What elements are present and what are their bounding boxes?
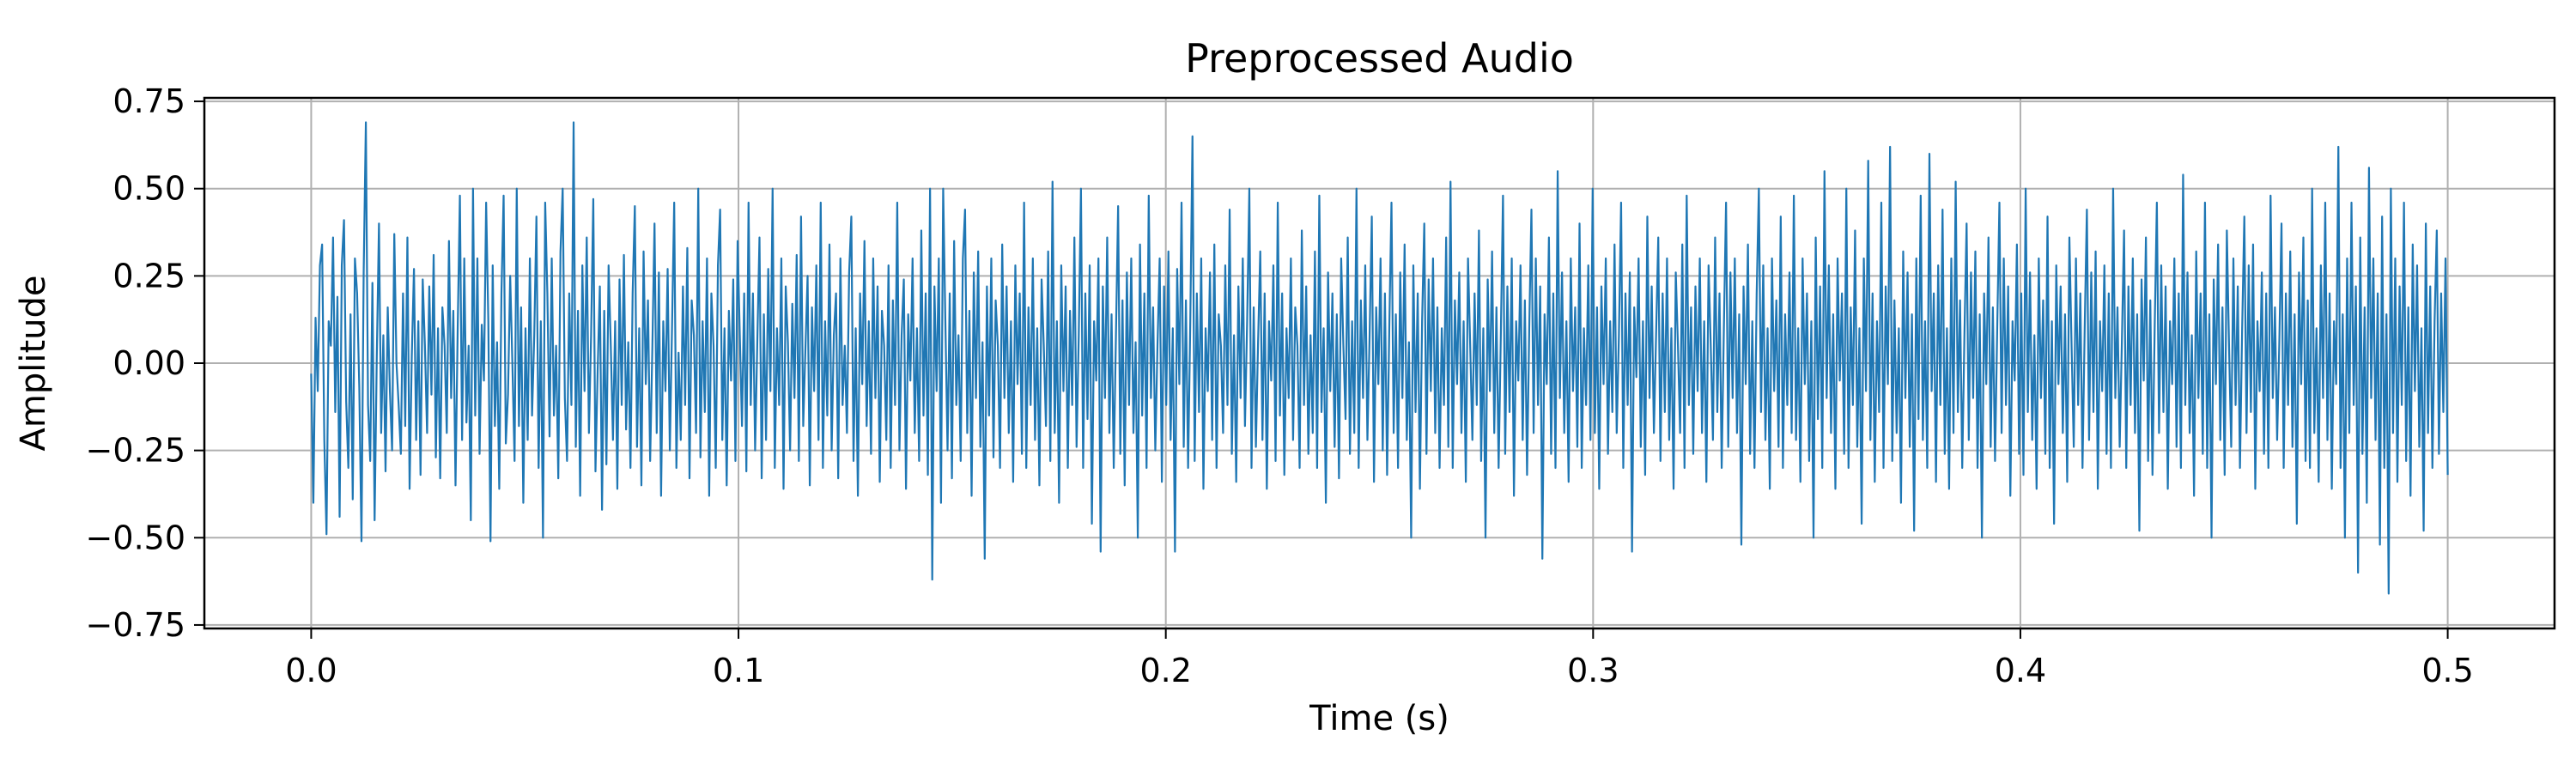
x-tick-labels: 0.0 0.1 0.2 0.3 0.4 0.5 <box>285 652 2474 689</box>
x-tick-label: 0.1 <box>713 652 764 689</box>
x-tick-label: 0.2 <box>1139 652 1191 689</box>
y-tick-label: 0.25 <box>112 257 185 294</box>
chart-title: Preprocessed Audio <box>1185 35 1574 82</box>
series-line-1 <box>310 121 2449 595</box>
x-axis-label: Time (s) <box>1309 699 1449 738</box>
y-tick-label: −0.75 <box>86 606 185 644</box>
x-tick-label: 0.0 <box>285 652 337 689</box>
y-axis-label: Amplitude <box>14 276 53 452</box>
x-tick-label: 0.4 <box>1995 652 2046 689</box>
y-tick-label: −0.25 <box>86 432 185 470</box>
y-tick-label: 0.00 <box>112 344 185 382</box>
x-tick-label: 0.5 <box>2421 652 2473 689</box>
y-tick-label: 0.50 <box>112 170 185 208</box>
y-tick-label: 0.75 <box>112 82 185 120</box>
x-tick-label: 0.3 <box>1567 652 1619 689</box>
y-tick-label: −0.50 <box>86 519 185 556</box>
tick-marks <box>194 100 2449 639</box>
y-tick-labels: 0.75 0.50 0.25 0.00 −0.25 −0.50 −0.75 <box>86 82 185 644</box>
series-layer <box>310 121 2449 595</box>
